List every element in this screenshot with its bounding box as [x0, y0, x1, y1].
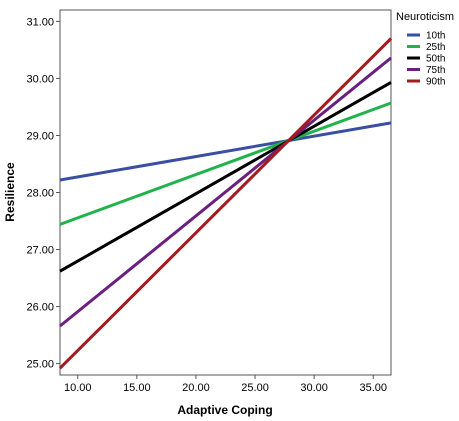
y-axis: 25.00 26.00 27.00 28.00 29.00 30.00 31.00 — [26, 16, 60, 371]
series-line-50th — [59, 81, 392, 273]
x-tick-label: 20.00 — [182, 382, 210, 394]
y-tick-label: 27.00 — [26, 245, 54, 257]
legend-label-10th: 10th — [426, 31, 445, 42]
series-line-10th — [59, 121, 392, 182]
y-tick-label: 28.00 — [26, 188, 54, 200]
legend-label-50th: 50th — [426, 54, 445, 65]
x-tick-label: 25.00 — [241, 382, 269, 394]
y-tick-label: 31.00 — [26, 16, 54, 28]
y-tick-label: 25.00 — [26, 359, 54, 371]
y-tick-label: 30.00 — [26, 73, 54, 85]
x-tick-label: 35.00 — [360, 382, 388, 394]
series-lines — [58, 37, 393, 370]
x-axis: 10.00 15.00 20.00 25.00 30.00 35.00 — [64, 375, 387, 394]
legend-title: Neuroticism — [396, 11, 454, 23]
legend-label-25th: 25th — [426, 42, 445, 53]
x-tick-label: 30.00 — [300, 382, 328, 394]
series-line-90th — [58, 37, 393, 370]
y-tick-label: 26.00 — [26, 302, 54, 314]
legend-label-75th: 75th — [426, 65, 445, 76]
x-tick-label: 15.00 — [123, 382, 151, 394]
series-line-25th — [59, 101, 392, 226]
x-axis-title: Adaptive Coping — [177, 403, 272, 417]
legend-label-90th: 90th — [426, 77, 445, 88]
x-tick-label: 10.00 — [64, 382, 92, 394]
y-axis-title: Resilience — [3, 162, 17, 222]
y-tick-label: 29.00 — [26, 130, 54, 142]
series-line-75th — [59, 56, 392, 328]
